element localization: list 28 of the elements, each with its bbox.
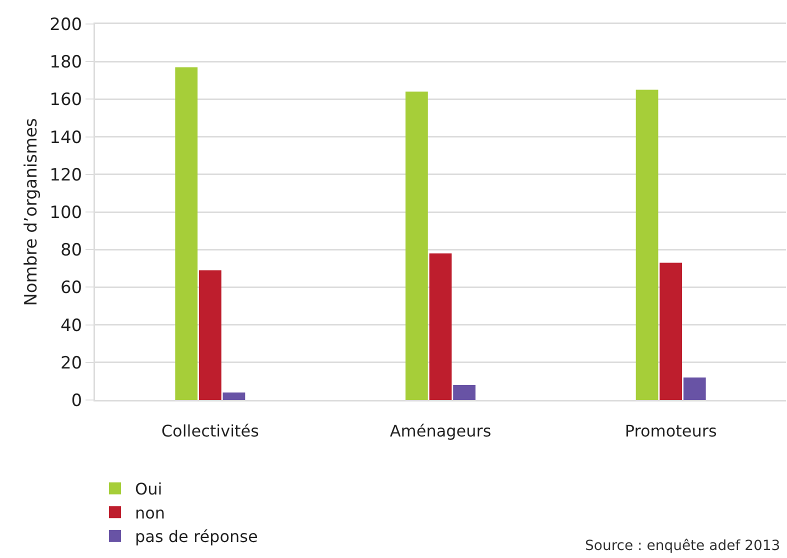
bar: [406, 92, 428, 400]
y-axis-title: Nombre d’organismes: [21, 118, 42, 306]
y-tick-label: 60: [60, 278, 82, 298]
bar: [175, 67, 198, 400]
bar: [222, 392, 246, 400]
y-tick-label: 20: [60, 353, 82, 374]
bar: [453, 384, 476, 400]
y-tick-label: 140: [50, 128, 82, 148]
legend-label: non: [135, 503, 166, 522]
legend-label: Oui: [135, 480, 162, 499]
bar: [660, 262, 682, 400]
x-tick-label: Collectivités: [161, 422, 259, 441]
y-tick-label: 40: [60, 316, 82, 336]
bar: [198, 270, 222, 400]
y-tick-label: 100: [50, 202, 82, 223]
x-tick-label: Promoteurs: [624, 422, 717, 441]
bar: [683, 377, 706, 400]
bar: [636, 90, 658, 400]
y-tick-label: 0: [71, 390, 82, 411]
y-tick-label: 120: [50, 165, 82, 186]
y-tick-label: 200: [50, 14, 82, 35]
y-tick-label: 160: [50, 90, 82, 110]
source-note: Source : enquête adef 2013: [585, 538, 780, 554]
y-tick-label: 180: [50, 52, 82, 73]
legend-label: pas de réponse: [135, 527, 258, 546]
y-tick-label: 80: [60, 240, 82, 261]
x-tick-label: Aménageurs: [390, 422, 492, 441]
bar: [429, 253, 452, 400]
